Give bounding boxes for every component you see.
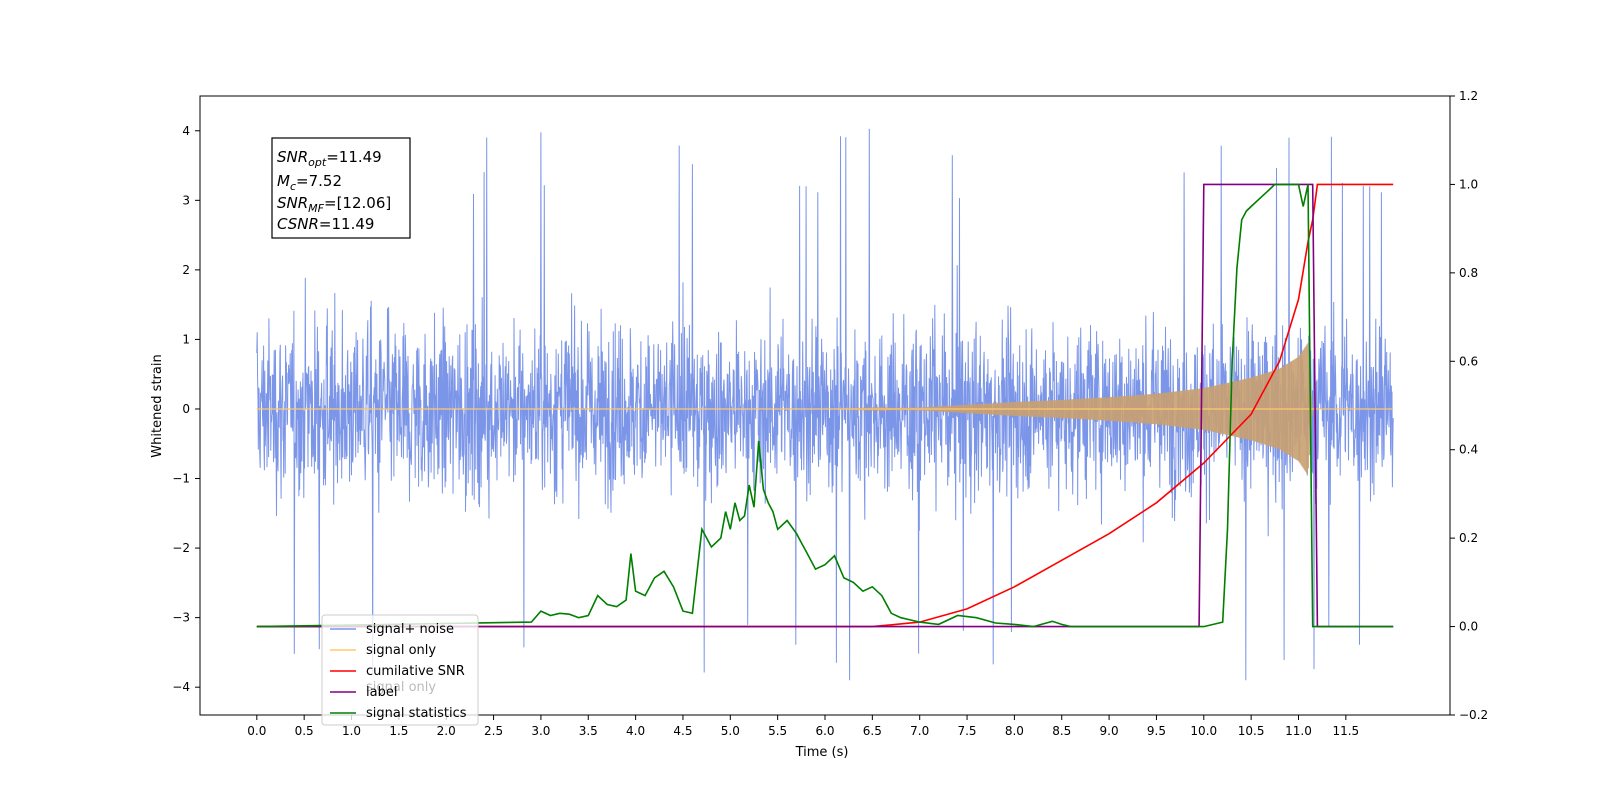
y-axis-left: 4 3 2 1 0 −1 −2 −3 −4 — [172, 124, 200, 694]
x-tick-label: 10.0 — [1190, 724, 1217, 738]
y2-tick-label: 0.2 — [1459, 531, 1478, 545]
snr-mf-line: SNRMF=[12.06] — [277, 194, 391, 215]
x-tick-label: 9.0 — [1100, 724, 1119, 738]
legend-ghost-text: signal only — [366, 680, 436, 695]
x-tick-label: 8.0 — [1005, 724, 1024, 738]
y2-tick-label: 1.0 — [1459, 177, 1478, 191]
x-tick-label: 8.5 — [1052, 724, 1071, 738]
legend-label: label — [366, 685, 397, 700]
info-box: SNRopt=11.49 Mc=7.52 SNRMF=[12.06] CSNR=… — [271, 137, 411, 239]
legend-label: signal statistics — [366, 706, 467, 721]
y2-tick-label: 0.6 — [1459, 354, 1478, 368]
y2-tick-label: 0.4 — [1459, 443, 1478, 457]
y2-tick-label: −0.2 — [1459, 708, 1488, 722]
x-tick-label: 2.5 — [484, 724, 503, 738]
y-axis-right: 1.2 1.0 0.8 0.6 0.4 0.2 0.0 −0.2 — [1450, 89, 1488, 722]
x-axis-label: Time (s) — [795, 745, 849, 760]
x-tick-label: 7.0 — [910, 724, 929, 738]
x-tick-label: 11.5 — [1332, 724, 1359, 738]
x-tick-label: 3.0 — [531, 724, 550, 738]
y-axis-label: Whitened strain — [150, 354, 165, 457]
x-tick-label: 10.5 — [1238, 724, 1265, 738]
csnr-line: CSNR=11.49 — [277, 215, 374, 233]
y-tick-label: 4 — [182, 124, 190, 138]
x-tick-label: 3.5 — [579, 724, 598, 738]
x-tick-label: 7.5 — [957, 724, 976, 738]
series-signal-noise — [256, 128, 1394, 681]
x-tick-label: 4.5 — [673, 724, 692, 738]
x-tick-label: 6.5 — [863, 724, 882, 738]
x-tick-label: 6.0 — [815, 724, 834, 738]
y-tick-label: 3 — [182, 193, 190, 207]
legend-label: signal+ noise — [366, 622, 454, 637]
x-tick-label: 0.0 — [247, 724, 266, 738]
y-tick-label: −2 — [172, 541, 190, 555]
x-tick-label: 5.0 — [721, 724, 740, 738]
y-tick-label: −1 — [172, 472, 190, 486]
legend-label: cumilative SNR — [366, 664, 465, 679]
y-tick-label: −3 — [172, 611, 190, 625]
x-tick-label: 9.5 — [1147, 724, 1166, 738]
x-tick-label: 1.5 — [389, 724, 408, 738]
x-tick-label: 2.0 — [437, 724, 456, 738]
y-tick-label: −4 — [172, 680, 190, 694]
snr-opt-line: SNRopt=11.49 — [277, 148, 382, 169]
y-tick-label: 2 — [182, 263, 190, 277]
y2-tick-label: 0.0 — [1459, 620, 1478, 634]
x-axis: 0.0 0.5 1.0 1.5 2.0 2.5 3.0 3.5 4.0 4.5 5.0 5.5 6.0 6… — [247, 715, 1359, 738]
x-tick-label: 11.0 — [1285, 724, 1312, 738]
mc-line: Mc=7.52 — [277, 172, 342, 193]
y2-tick-label: 0.8 — [1459, 266, 1478, 280]
y-tick-label: 0 — [182, 402, 190, 416]
series-cumulative-snr — [256, 183, 1394, 628]
series-layer — [256, 128, 1394, 681]
x-tick-label: 4.0 — [626, 724, 645, 738]
y-tick-label: 1 — [182, 332, 190, 346]
x-tick-label: 5.5 — [768, 724, 787, 738]
series-signal-statistics — [256, 183, 1394, 628]
legend-label: signal only — [366, 643, 436, 658]
x-tick-label: 1.0 — [342, 724, 361, 738]
x-tick-label: 0.5 — [295, 724, 314, 738]
y2-tick-label: 1.2 — [1459, 89, 1478, 103]
